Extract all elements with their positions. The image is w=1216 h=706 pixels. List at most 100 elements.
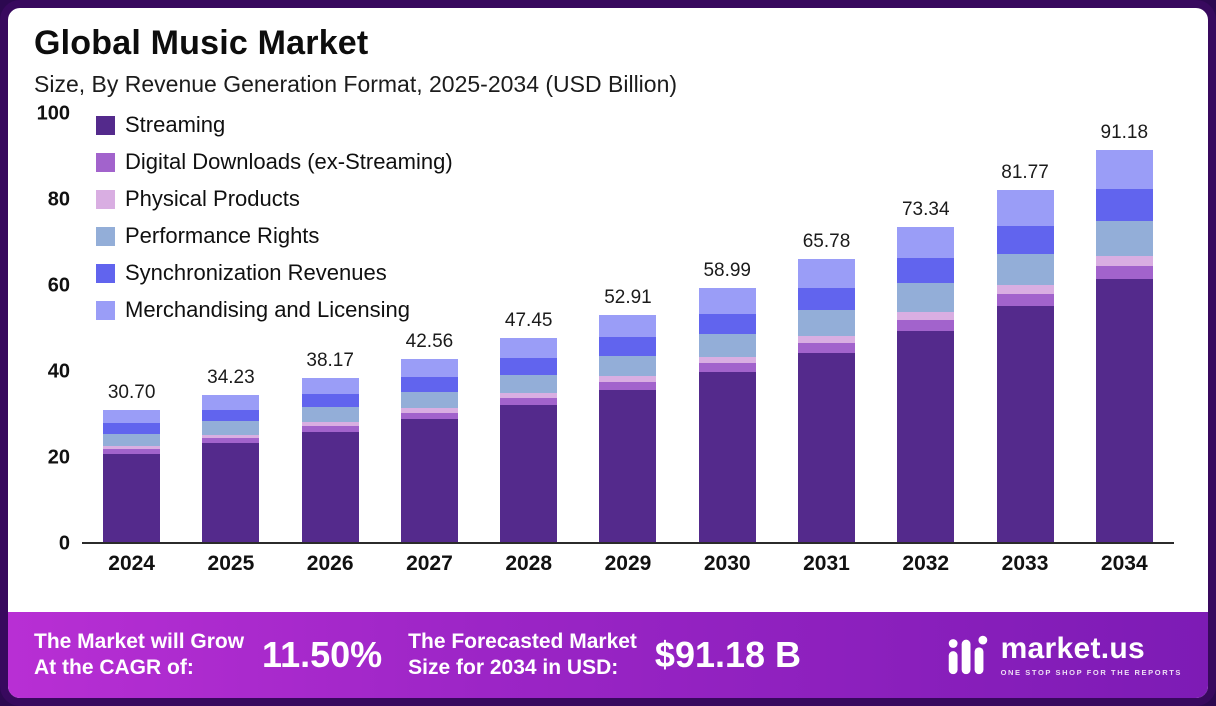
bar-segment <box>698 334 756 357</box>
legend-swatch-icon <box>96 300 115 320</box>
bar-segment <box>400 412 458 420</box>
bar-segment <box>1095 220 1153 256</box>
x-axis-label: 2030 <box>703 552 751 575</box>
bar-stack <box>599 314 657 542</box>
bar-segment <box>301 432 359 542</box>
bar-segment <box>202 409 260 422</box>
x-axis-label: 2026 <box>306 552 354 575</box>
brand-name: market.us <box>1000 631 1146 665</box>
y-axis: 0 20 40 60 80 100 <box>18 103 82 555</box>
bar-segment <box>996 294 1054 307</box>
bar-segment <box>103 448 161 454</box>
legend-item: Synchronization Revenues <box>96 260 453 286</box>
bar-segment <box>500 405 558 542</box>
bar-segment <box>500 358 558 375</box>
legend-item: Merchandising and Licensing <box>96 297 453 323</box>
legend-label: Performance Rights <box>125 223 320 248</box>
market-us-icon <box>948 635 987 675</box>
bar-segment <box>400 359 458 378</box>
bar-total-label: 30.70 <box>107 382 156 404</box>
legend-item: Streaming <box>96 112 453 138</box>
bar-segment <box>400 391 458 409</box>
bar-segment <box>599 337 657 356</box>
bar-segment <box>202 443 260 542</box>
legend-label: Streaming <box>125 112 226 137</box>
bar-total-label: 58.99 <box>703 260 751 282</box>
bar-total-label: 52.91 <box>604 286 652 308</box>
footer-banner: The Market will Grow At the CAGR of: 11.… <box>8 612 1208 698</box>
bar-segment <box>698 356 756 364</box>
bar-stack <box>400 359 458 542</box>
y-axis-label: 40 <box>47 360 70 383</box>
bar-segment <box>599 381 657 390</box>
bar-segment <box>897 226 955 259</box>
bar-segment <box>103 410 161 424</box>
bar-segment <box>301 422 359 427</box>
bar-segment <box>996 285 1054 295</box>
x-axis-label: 2024 <box>108 552 155 575</box>
bar-segment <box>103 433 161 446</box>
bar-stack <box>301 377 359 542</box>
bar-segment <box>500 374 558 394</box>
bar-segment <box>103 423 161 434</box>
x-axis-label: 2034 <box>1100 552 1148 575</box>
bars-row: 30.70 34.23 38.17 42.56 47.45 52.91 58.99 65.78… <box>82 114 1174 542</box>
bar-segment <box>400 377 458 392</box>
bar-segment <box>897 330 955 542</box>
bar-column-2029: 52.91 <box>578 287 677 542</box>
x-axis-label: 2031 <box>803 552 850 575</box>
bar-segment <box>500 393 558 399</box>
bar-segment <box>996 225 1054 254</box>
bar-stack <box>996 190 1054 542</box>
bar-segment <box>500 338 558 359</box>
bar-segment <box>202 421 260 435</box>
bar-segment <box>1095 149 1153 190</box>
bar-segment <box>897 319 955 331</box>
bar-segment <box>1095 265 1153 280</box>
brand-logo: market.us One Stop Shop For The Reports <box>945 632 1182 678</box>
bar-column-2031: 65.78 <box>777 231 876 542</box>
legend-label: Digital Downloads (ex-Streaming) <box>125 149 453 174</box>
bar-total-label: 81.77 <box>1001 162 1049 184</box>
bar-segment <box>797 335 855 343</box>
bar-segment <box>599 314 657 338</box>
bar-stack <box>202 394 260 542</box>
bar-segment <box>698 288 756 314</box>
bar-segment <box>202 438 260 444</box>
forecast-value: $91.18 B <box>654 634 802 675</box>
bar-segment <box>400 419 458 542</box>
bar-segment <box>599 375 657 382</box>
bar-total-label: 38.17 <box>306 349 354 371</box>
bar-column-2027: 42.56 <box>380 331 479 542</box>
bar-segment <box>599 389 657 542</box>
forecast-label: The Forecasted Market Size for 2034 in U… <box>408 629 637 679</box>
bar-total-label: 47.45 <box>504 310 553 332</box>
y-axis-label: 0 <box>58 532 70 555</box>
bar-segment <box>797 259 855 288</box>
bar-segment <box>797 352 855 542</box>
legend-label: Merchandising and Licensing <box>125 297 410 322</box>
legend-label: Synchronization Revenues <box>125 260 387 285</box>
brand-text: market.us One Stop Shop For The Reports <box>1000 631 1182 677</box>
bar-segment <box>1095 255 1153 266</box>
bar-segment <box>797 310 855 336</box>
bar-column-2024: 30.70 <box>82 382 181 542</box>
legend-swatch-icon <box>96 226 115 246</box>
bar-segment <box>202 394 260 410</box>
bar-segment <box>400 408 458 413</box>
bar-segment <box>996 190 1054 226</box>
legend-item: Physical Products <box>96 186 453 212</box>
bar-segment <box>897 283 955 312</box>
bar-segment <box>301 377 359 395</box>
legend-swatch-icon <box>96 263 115 283</box>
bar-stack <box>797 259 855 542</box>
cagr-value: 11.50% <box>262 634 383 675</box>
bar-segment <box>599 355 657 376</box>
bar-segment <box>1095 189 1153 221</box>
cagr-label: The Market will Grow At the CAGR of: <box>34 629 245 679</box>
x-axis-label: 2027 <box>406 552 453 575</box>
bar-segment <box>301 426 359 433</box>
bar-segment <box>698 363 756 373</box>
bar-segment <box>996 253 1054 286</box>
